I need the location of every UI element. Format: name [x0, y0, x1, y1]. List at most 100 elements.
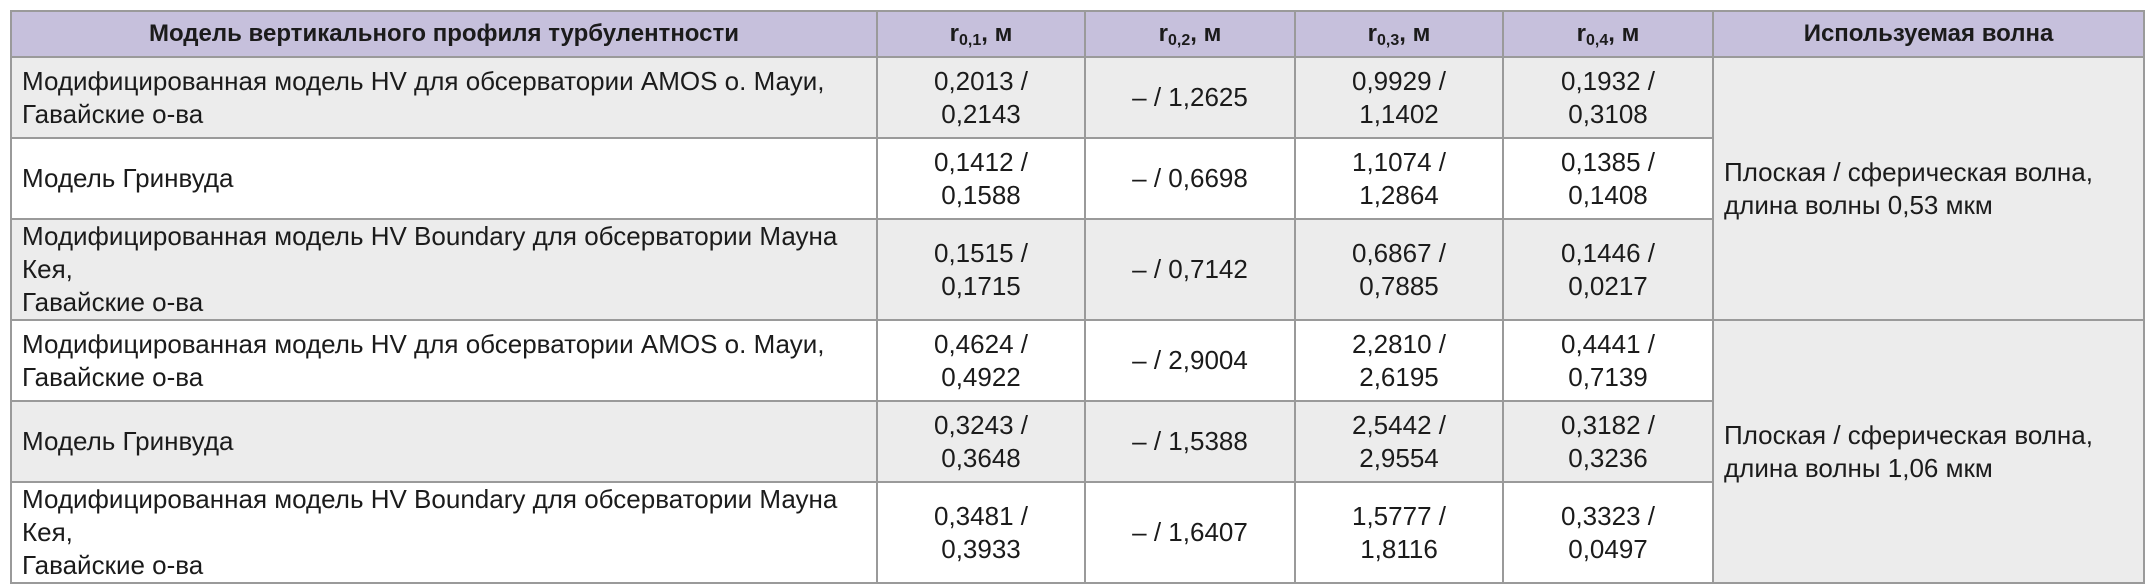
header-r02-unit: , м	[1190, 20, 1222, 47]
cell-r01: 0,4624 / 0,4922	[876, 319, 1086, 402]
table-row: Модифицированная модель HV для обсервато…	[10, 319, 2145, 584]
value-line: 1,1402	[1359, 98, 1439, 129]
model-line: Гавайские о-ва	[22, 98, 204, 129]
value-line: 0,7139	[1568, 361, 1648, 392]
value-line: 0,1385 /	[1561, 146, 1655, 177]
header-r03-sub: 0,3	[1377, 32, 1400, 49]
cell-r01: 0,3243 / 0,3648	[876, 400, 1086, 483]
table-row: Модель Гринвуда 0,3243 / 0,3648 – / 1,53…	[10, 400, 2144, 483]
header-r02-sub: 0,2	[1168, 32, 1191, 49]
value-line: 0,4922	[941, 361, 1021, 392]
header-r01-base: r	[949, 20, 959, 47]
value-line: 2,5442 /	[1352, 409, 1446, 440]
value-line: 1,2864	[1359, 179, 1439, 210]
cell-wave-group-1: Плоская / сферическая волна, длина волны…	[1712, 56, 2145, 321]
cell-r03: 0,9929 / 1,1402	[1294, 56, 1504, 139]
cell-r04: 0,1385 / 0,1408	[1502, 137, 1714, 220]
value-line: 1,5777 /	[1352, 500, 1446, 531]
cell-r03: 0,6867 / 0,7885	[1294, 218, 1504, 321]
cell-model: Модифицированная модель HV для обсервато…	[10, 319, 878, 402]
cell-r01: 0,3481 / 0,3933	[876, 481, 1086, 584]
header-model: Модель вертикального профиля турбулентно…	[10, 10, 878, 58]
cell-r04: 0,3182 / 0,3236	[1502, 400, 1714, 483]
value-line: 0,3481 /	[934, 500, 1028, 531]
value-line: 0,9929 /	[1352, 65, 1446, 96]
cell-r03: 1,5777 / 1,8116	[1294, 481, 1504, 584]
value-line: 0,3648	[941, 442, 1021, 473]
header-r03-unit: , м	[1399, 20, 1431, 47]
cell-model: Модифицированная модель HV для обсервато…	[10, 56, 878, 139]
model-line: Модель Гринвуда	[22, 163, 234, 193]
value-line: 1,1074 /	[1352, 146, 1446, 177]
header-r03-base: r	[1367, 20, 1377, 47]
value-line: 0,3236	[1568, 442, 1648, 473]
cell-r03: 1,1074 / 1,2864	[1294, 137, 1504, 220]
header-r01-unit: , м	[981, 20, 1013, 47]
value-line: 0,3933	[941, 533, 1021, 564]
cell-r02: – / 1,6407	[1084, 481, 1296, 584]
wave-line: длина волны 1,06 мкм	[1724, 452, 1993, 483]
header-wave: Используемая волна	[1712, 10, 2145, 58]
value-line: 0,1515 /	[934, 237, 1028, 268]
cell-r02: – / 1,2625	[1084, 56, 1296, 139]
wave-line: Плоская / сферическая волна,	[1724, 156, 2093, 187]
table-row: Модель Гринвуда 0,1412 / 0,1588 – / 0,66…	[10, 137, 2144, 220]
cell-r04: 0,4441 / 0,7139	[1502, 319, 1714, 402]
cell-model: Модель Гринвуда	[10, 137, 878, 220]
model-line: Гавайские о-ва	[22, 287, 204, 317]
header-r01: r0,1, м	[876, 10, 1086, 58]
cell-r04: 0,3323 / 0,0497	[1502, 481, 1714, 584]
turbulence-table-container: Модель вертикального профиля турбулентно…	[10, 10, 2145, 584]
value-line: 0,1446 /	[1561, 237, 1655, 268]
value-line: 0,3323 /	[1561, 500, 1655, 531]
value-line: 0,1408	[1568, 179, 1648, 210]
cell-r02: – / 1,5388	[1084, 400, 1296, 483]
value-line: 0,1715	[941, 270, 1021, 301]
value-line: 0,7885	[1359, 270, 1439, 301]
cell-r02: – / 2,9004	[1084, 319, 1296, 402]
turbulence-model-table: Модель вертикального профиля турбулентно…	[10, 10, 2145, 584]
value-line: 0,3182 /	[1561, 409, 1655, 440]
cell-r02: – / 0,6698	[1084, 137, 1296, 220]
value-line: 0,1588	[941, 179, 1021, 210]
header-r04-base: r	[1576, 20, 1586, 47]
model-line: Гавайские о-ва	[22, 361, 204, 392]
value-line: 0,6867 /	[1352, 237, 1446, 268]
model-line: Модифицированная модель HV Boundary для …	[22, 221, 838, 284]
cell-r01: 0,1515 / 0,1715	[876, 218, 1086, 321]
value-line: 0,1932 /	[1561, 65, 1655, 96]
header-r04-sub: 0,4	[1586, 32, 1609, 49]
value-line: 0,3243 /	[934, 409, 1028, 440]
table-row: Модифицированная модель HV Boundary для …	[10, 218, 2144, 321]
model-line: Модифицированная модель HV для обсервато…	[22, 65, 825, 96]
value-line: 0,2013 /	[934, 65, 1028, 96]
wave-line: длина волны 0,53 мкм	[1724, 189, 1993, 220]
value-line: 0,1412 /	[934, 146, 1028, 177]
cell-r03: 2,2810 / 2,6195	[1294, 319, 1504, 402]
cell-model: Модифицированная модель HV Boundary для …	[10, 218, 878, 321]
model-line: Модифицированная модель HV Boundary для …	[22, 484, 838, 547]
cell-r02: – / 0,7142	[1084, 218, 1296, 321]
header-row: Модель вертикального профиля турбулентно…	[10, 10, 2145, 58]
value-line: 2,9554	[1359, 442, 1439, 473]
value-line: 1,8116	[1360, 533, 1438, 564]
value-line: 2,2810 /	[1352, 328, 1446, 359]
cell-wave-group-2: Плоская / сферическая волна, длина волны…	[1712, 319, 2145, 584]
cell-model: Модифицированная модель HV Boundary для …	[10, 481, 878, 584]
header-r03: r0,3, м	[1294, 10, 1504, 58]
cell-r04: 0,1932 / 0,3108	[1502, 56, 1714, 139]
model-line: Модифицированная модель HV для обсервато…	[22, 328, 825, 359]
value-line: 0,3108	[1568, 98, 1648, 129]
cell-r04: 0,1446 / 0,0217	[1502, 218, 1714, 321]
cell-r01: 0,1412 / 0,1588	[876, 137, 1086, 220]
value-line: 0,4441 /	[1561, 328, 1655, 359]
value-line: 0,0217	[1568, 270, 1648, 301]
header-r02: r0,2, м	[1084, 10, 1296, 58]
header-r01-sub: 0,1	[959, 32, 982, 49]
value-line: 0,0497	[1568, 533, 1648, 564]
value-line: 0,4624 /	[934, 328, 1028, 359]
cell-r01: 0,2013 / 0,2143	[876, 56, 1086, 139]
wave-line: Плоская / сферическая волна,	[1724, 419, 2093, 450]
cell-r03: 2,5442 / 2,9554	[1294, 400, 1504, 483]
cell-model: Модель Гринвуда	[10, 400, 878, 483]
